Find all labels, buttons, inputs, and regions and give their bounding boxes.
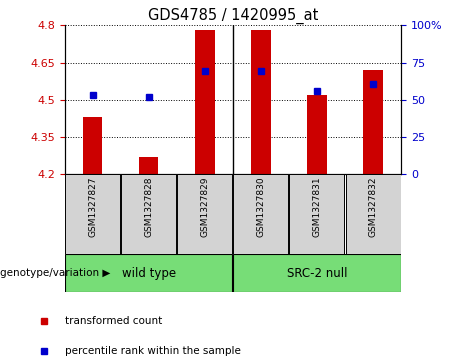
Text: genotype/variation ▶: genotype/variation ▶ xyxy=(0,268,110,278)
Bar xyxy=(177,174,232,254)
Text: percentile rank within the sample: percentile rank within the sample xyxy=(65,346,241,356)
Bar xyxy=(195,30,214,174)
Bar xyxy=(233,254,401,292)
Text: GSM1327832: GSM1327832 xyxy=(368,177,378,237)
Title: GDS4785 / 1420995_at: GDS4785 / 1420995_at xyxy=(148,8,318,24)
Bar xyxy=(65,254,232,292)
Text: GSM1327830: GSM1327830 xyxy=(256,177,266,237)
Bar xyxy=(83,117,102,174)
Text: GSM1327831: GSM1327831 xyxy=(313,177,321,237)
Bar xyxy=(121,174,176,254)
Bar xyxy=(363,70,383,174)
Bar xyxy=(233,174,288,254)
Text: SRC-2 null: SRC-2 null xyxy=(287,267,347,280)
Bar xyxy=(307,95,327,174)
Text: GSM1327829: GSM1327829 xyxy=(200,177,209,237)
Text: transformed count: transformed count xyxy=(65,315,162,326)
Bar xyxy=(139,157,159,174)
Text: GSM1327828: GSM1327828 xyxy=(144,177,153,237)
Text: wild type: wild type xyxy=(122,267,176,280)
Bar xyxy=(251,30,271,174)
Text: GSM1327827: GSM1327827 xyxy=(88,177,97,237)
Bar xyxy=(290,174,344,254)
Bar xyxy=(346,174,401,254)
Bar xyxy=(65,174,120,254)
